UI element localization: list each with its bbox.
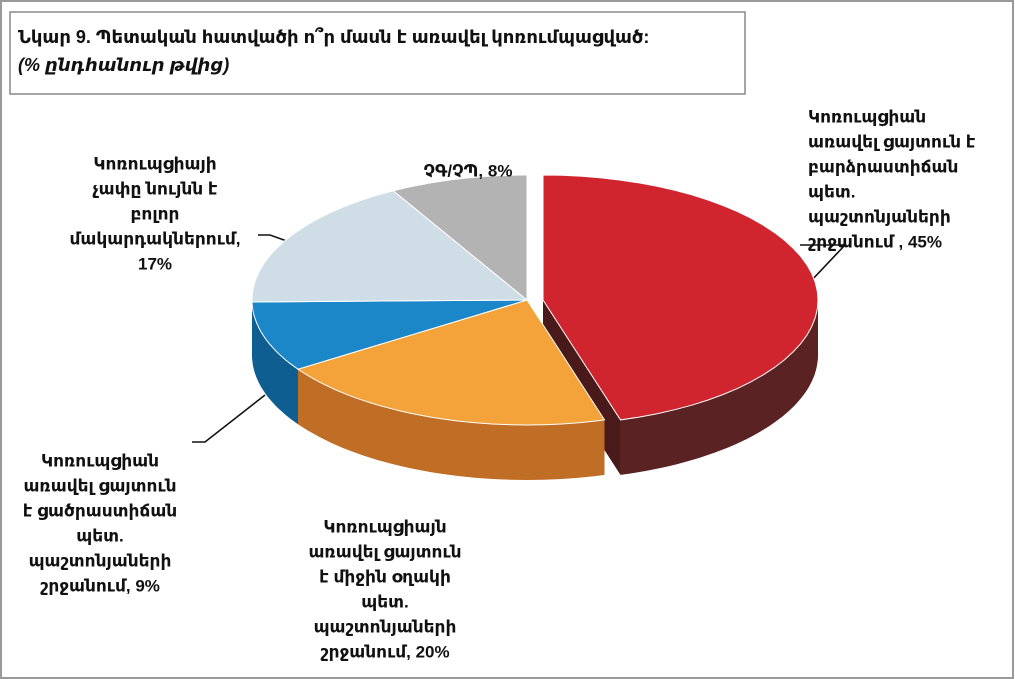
data-label: շրջանում , 45% xyxy=(808,232,942,251)
chart-subtitle: (% ընդհանուր թվից) xyxy=(18,55,229,75)
data-label: պաշտոնյաների xyxy=(29,551,172,570)
data-label: պաշտոնյաների xyxy=(314,617,457,636)
slice-side xyxy=(252,302,298,425)
slice xyxy=(296,299,606,426)
data-label: շրջանում, 20% xyxy=(320,642,449,661)
data-label: առավել ցայտուն xyxy=(23,476,176,495)
data-label: է ցածրաստիճան xyxy=(23,501,177,520)
slice xyxy=(251,299,528,370)
slice xyxy=(542,174,819,421)
data-label: բոլոր xyxy=(131,204,180,223)
slice-side xyxy=(620,300,818,475)
data-label: մակարդակներում, xyxy=(69,229,240,248)
data-label: պետ. xyxy=(361,592,408,611)
data-label: Կոռուպցիան xyxy=(808,107,926,126)
slice xyxy=(251,190,529,303)
data-label: Կոռուպցիան xyxy=(41,451,159,470)
data-label: պաշտոնյաների xyxy=(808,207,951,226)
data-label: առավել ցայտուն է xyxy=(808,132,976,151)
data-label: է միջին օղակի xyxy=(319,567,451,586)
data-label: շրջանում, 9% xyxy=(40,576,160,595)
data-label: պետ. xyxy=(808,182,855,201)
data-label: Կոռուպցիայն xyxy=(323,517,446,536)
data-label: բարձրաստիճան xyxy=(808,157,958,176)
data-label: չափը նույնն է xyxy=(92,179,217,198)
data-label: առավել ցայտուն xyxy=(308,542,461,561)
data-label: Կոռուպցիայի xyxy=(93,154,216,173)
chart-title: Նկար 9. Պետական հատվածի ո՞ր մասն է առավե… xyxy=(18,27,649,47)
leader-line xyxy=(192,394,266,443)
slice xyxy=(392,174,528,302)
data-label: 17% xyxy=(138,254,172,273)
title-box xyxy=(9,11,746,95)
slice-side xyxy=(298,369,605,480)
data-label: պետ. xyxy=(76,526,123,545)
data-label: ՉԳ/ՉՊ, 8% xyxy=(424,161,513,180)
